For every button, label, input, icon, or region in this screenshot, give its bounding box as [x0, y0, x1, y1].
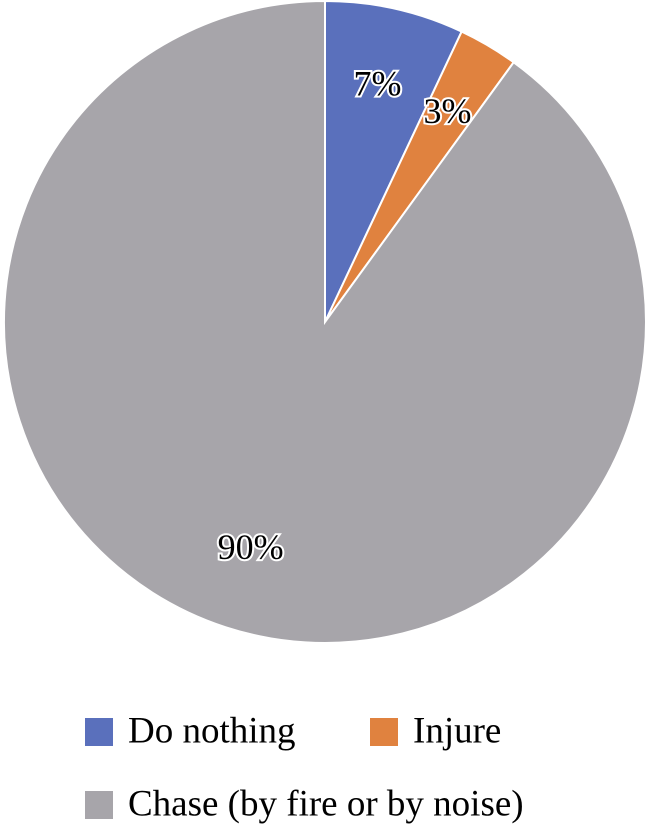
data-label: 3% — [424, 91, 472, 131]
data-label: 90% — [218, 527, 284, 567]
legend-swatch — [85, 791, 113, 819]
data-label: 7% — [354, 63, 402, 103]
pie-slice — [324, 0, 464, 323]
legend-swatch — [370, 718, 398, 746]
legend-label: Chase (by fire or by noise) — [128, 783, 524, 824]
legend-swatch — [85, 718, 113, 746]
legend-label: Injure — [413, 710, 501, 751]
legend-label: Do nothing — [128, 710, 296, 751]
pie-slice — [3, 0, 647, 644]
